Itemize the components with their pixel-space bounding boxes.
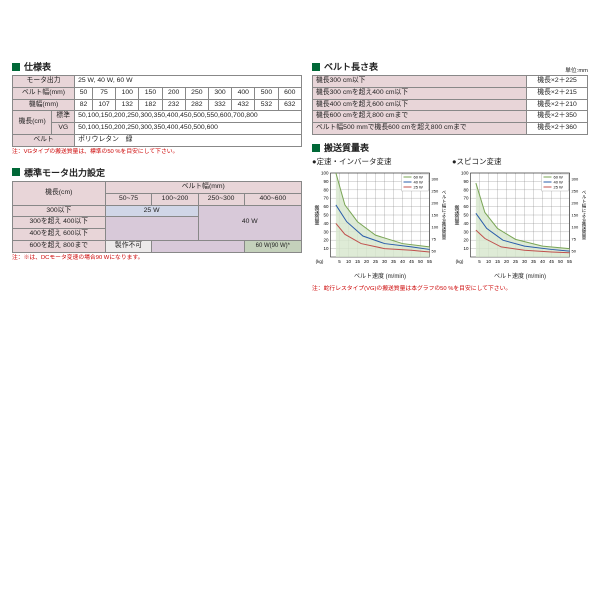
svg-text:20: 20 bbox=[463, 238, 469, 243]
svg-text:80: 80 bbox=[323, 187, 329, 192]
svg-text:55: 55 bbox=[567, 259, 573, 264]
svg-text:50: 50 bbox=[572, 249, 577, 254]
spec-note: 注：VGタイプの搬送質量は、標準の50 %を目安にして下さい。 bbox=[12, 149, 302, 156]
svg-text:40: 40 bbox=[400, 259, 406, 264]
svg-text:30: 30 bbox=[382, 259, 388, 264]
svg-text:搬送質量: 搬送質量 bbox=[314, 205, 320, 227]
svg-text:35: 35 bbox=[531, 259, 537, 264]
spec-title-text: 仕様表 bbox=[24, 60, 51, 73]
row-head: ベルト幅(mm) bbox=[13, 87, 75, 99]
bullet-icon bbox=[312, 63, 320, 71]
belt-table: 機長300 cm以下機長×2＋225 機長300 cmを超え400 cm以下機長… bbox=[312, 75, 588, 135]
svg-text:70: 70 bbox=[323, 196, 329, 201]
svg-text:100: 100 bbox=[461, 171, 469, 176]
svg-text:25 W: 25 W bbox=[414, 185, 424, 190]
svg-text:90: 90 bbox=[463, 179, 469, 184]
svg-text:30: 30 bbox=[323, 229, 329, 234]
svg-text:100: 100 bbox=[572, 225, 579, 230]
spec-title: 仕様表 bbox=[12, 60, 302, 73]
bullet-icon bbox=[12, 168, 20, 176]
svg-text:10: 10 bbox=[346, 259, 352, 264]
svg-text:50: 50 bbox=[463, 213, 469, 218]
svg-text:150: 150 bbox=[432, 213, 439, 218]
svg-text:20: 20 bbox=[364, 259, 370, 264]
motor-title: 標準モータ出力設定 bbox=[12, 166, 302, 179]
svg-text:(kg): (kg) bbox=[316, 259, 324, 264]
sub-head: VG bbox=[52, 123, 75, 135]
svg-text:60: 60 bbox=[323, 204, 329, 209]
cell: 25 W, 40 W, 60 W bbox=[75, 76, 302, 88]
motor-title-text: 標準モータ出力設定 bbox=[24, 166, 105, 179]
chart-xlabel: ベルト速度 (m/min) bbox=[452, 271, 588, 280]
svg-text:100: 100 bbox=[321, 171, 329, 176]
svg-text:60: 60 bbox=[463, 204, 469, 209]
svg-text:30: 30 bbox=[522, 259, 528, 264]
transport-title-text: 搬送質量表 bbox=[324, 141, 369, 154]
svg-text:10: 10 bbox=[323, 246, 329, 251]
svg-text:搬送質量: 搬送質量 bbox=[454, 205, 460, 227]
row-head: 機長(cm) bbox=[13, 111, 52, 135]
motor-table: 機長(cm) ベルト幅(mm) 50~75 100~200 250~300 40… bbox=[12, 181, 302, 253]
svg-text:50: 50 bbox=[323, 213, 329, 218]
svg-text:25: 25 bbox=[373, 259, 379, 264]
sub-head: 標準 bbox=[52, 111, 75, 123]
unit-label: 単位:mm bbox=[565, 65, 588, 74]
svg-text:90: 90 bbox=[323, 179, 329, 184]
svg-text:150: 150 bbox=[572, 213, 579, 218]
svg-text:100: 100 bbox=[432, 225, 439, 230]
svg-text:45: 45 bbox=[549, 259, 555, 264]
belt-title-text: ベルト長さ表 bbox=[324, 60, 378, 73]
col-head: 機長(cm) bbox=[13, 181, 106, 205]
svg-text:50: 50 bbox=[558, 259, 564, 264]
bullet-icon bbox=[312, 144, 320, 152]
svg-text:35: 35 bbox=[391, 259, 397, 264]
svg-text:250: 250 bbox=[432, 189, 439, 194]
svg-text:200: 200 bbox=[432, 201, 439, 206]
svg-text:55: 55 bbox=[427, 259, 433, 264]
svg-text:250: 250 bbox=[572, 189, 579, 194]
svg-text:50: 50 bbox=[432, 249, 437, 254]
bullet-icon bbox=[12, 63, 20, 71]
svg-text:200: 200 bbox=[572, 201, 579, 206]
svg-text:20: 20 bbox=[323, 238, 329, 243]
svg-text:300: 300 bbox=[572, 177, 579, 182]
svg-text:30: 30 bbox=[463, 229, 469, 234]
chart1-title: ●定速・インバータ変速 bbox=[312, 156, 448, 167]
svg-text:25 W: 25 W bbox=[554, 185, 564, 190]
chart-xlabel: ベルト速度 (m/min) bbox=[312, 271, 448, 280]
svg-text:5: 5 bbox=[338, 259, 341, 264]
svg-text:10: 10 bbox=[486, 259, 492, 264]
chart2-title: ●スピコン変速 bbox=[452, 156, 588, 167]
row-head: ベルト bbox=[13, 135, 75, 147]
row-head: 機幅(mm) bbox=[13, 99, 75, 111]
svg-text:50: 50 bbox=[418, 259, 424, 264]
spec-table: モータ出力 25 W, 40 W, 60 W ベルト幅(mm) 50 75 10… bbox=[12, 75, 302, 147]
svg-text:45: 45 bbox=[409, 259, 415, 264]
svg-text:15: 15 bbox=[355, 259, 361, 264]
svg-text:(kg): (kg) bbox=[456, 259, 464, 264]
svg-text:40: 40 bbox=[323, 221, 329, 226]
transport-note: 注：蛇行レスタイプ(VG)の搬送質量は本グラフの50 %を目安にして下さい。 bbox=[312, 283, 588, 292]
svg-text:20: 20 bbox=[504, 259, 510, 264]
svg-text:80: 80 bbox=[463, 187, 469, 192]
belt-head: ベルト幅(mm) bbox=[105, 181, 301, 193]
belt-title: ベルト長さ表 bbox=[312, 60, 378, 73]
svg-text:300: 300 bbox=[432, 177, 439, 182]
svg-text:75: 75 bbox=[432, 237, 437, 242]
svg-text:40: 40 bbox=[463, 221, 469, 226]
svg-text:10: 10 bbox=[463, 246, 469, 251]
svg-text:15: 15 bbox=[495, 259, 501, 264]
svg-text:5: 5 bbox=[478, 259, 481, 264]
row-head: モータ出力 bbox=[13, 76, 75, 88]
svg-text:40: 40 bbox=[540, 259, 546, 264]
svg-text:25: 25 bbox=[513, 259, 519, 264]
motor-note: 注：※は、DCモータ変速の場合90 Wになります。 bbox=[12, 255, 302, 262]
chart2: 5101520253035404550551020304050607080901… bbox=[452, 169, 588, 269]
svg-text:ベルト幅による搬送質量: ベルト幅による搬送質量 bbox=[441, 190, 447, 241]
svg-text:ベルト幅による搬送質量: ベルト幅による搬送質量 bbox=[581, 190, 587, 241]
chart1: 5101520253035404550551020304050607080901… bbox=[312, 169, 448, 269]
svg-text:75: 75 bbox=[572, 237, 577, 242]
svg-text:70: 70 bbox=[463, 196, 469, 201]
transport-title: 搬送質量表 bbox=[312, 141, 588, 154]
